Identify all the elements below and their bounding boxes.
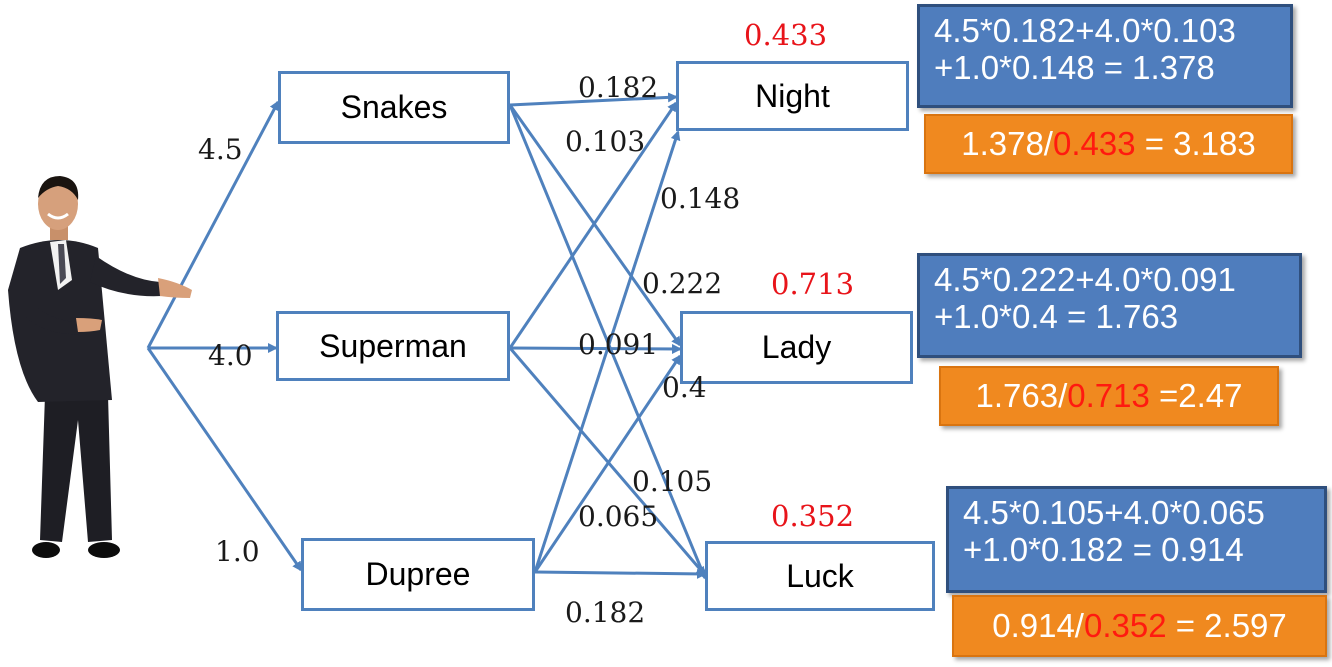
weight-label-superman: 4.0 [208,339,253,372]
edge-snakes-night [509,92,678,107]
node-snakes-label: Snakes [340,89,448,125]
ratio-lady-prefix: 1.763/ [975,377,1068,414]
node-luck: Luck [705,541,935,611]
score-night: 0.433 [744,18,828,52]
score-lady: 0.713 [771,267,855,301]
edge-superman-night [508,101,678,349]
presenter-person-icon [8,176,192,558]
weight-label-dupree: 1.0 [215,535,260,568]
calc-luck-line2: +1.0*0.182 = 0.914 [963,531,1244,568]
ratio-box-luck: 0.914/0.352 = 2.597 [952,595,1327,657]
ratio-lady-red: 0.713 [1067,377,1150,414]
calc-lady-line2: +1.0*0.4 = 1.763 [934,298,1179,335]
similarity-label-snakes-lady: 0.222 [642,267,723,300]
node-superman-label: Superman [319,327,467,364]
ratio-luck-prefix: 0.914/ [992,607,1084,644]
node-luck-label: Luck [786,557,854,594]
calc-box-luck: 4.5*0.105+4.0*0.065 +1.0*0.182 = 0.914 [946,486,1327,593]
calc-box-night: 4.5*0.182+4.0*0.103 +1.0*0.148 = 1.378 [917,4,1293,108]
node-dupree: Dupree [301,538,535,611]
weight-label-snakes: 4.5 [198,133,243,166]
ratio-luck-red: 0.352 [1083,607,1167,644]
similarity-label-snakes-luck: 0.105 [632,465,713,498]
edge-dupree-night [533,130,681,573]
ratio-luck-suffix: = 2.597 [1166,607,1287,644]
node-night-label: Night [755,77,830,114]
node-dupree-label: Dupree [365,556,471,592]
ratio-night-prefix: 1.378/ [961,125,1053,162]
similarity-label-superman-luck: 0.065 [578,500,659,533]
edge-dupree-lady [533,354,682,573]
node-snakes: Snakes [278,71,510,144]
node-superman: Superman [276,311,510,381]
similarity-label-dupree-lady: 0.4 [662,371,707,404]
ratio-box-night: 1.378/0.433 = 3.183 [924,114,1293,174]
edge-snakes-luck [508,104,707,580]
similarity-label-snakes-night: 0.182 [578,71,659,104]
edge-person-dupree [146,347,303,572]
edge-dupree-luck [534,568,707,579]
edge-superman-lady [509,343,682,354]
calc-box-lady: 4.5*0.222+4.0*0.091 +1.0*0.4 = 1.763 [917,253,1302,358]
node-night: Night [676,61,909,131]
ratio-night-suffix: = 3.183 [1135,125,1256,162]
node-lady-label: Lady [761,329,832,365]
ratio-night-red: 0.433 [1052,125,1136,162]
calc-night-line2: +1.0*0.148 = 1.378 [934,49,1215,86]
similarity-label-dupree-night: 0.148 [660,182,741,215]
node-lady: Lady [680,311,913,384]
calc-night-line1: 4.5*0.182+4.0*0.103 [934,12,1236,49]
calc-lady-line1: 4.5*0.222+4.0*0.091 [934,261,1236,298]
score-luck: 0.352 [771,499,855,533]
similarity-label-dupree-luck: 0.182 [565,596,646,629]
similarity-label-superman-night: 0.103 [565,125,646,158]
ratio-lady-suffix: =2.47 [1149,377,1243,414]
similarity-label-superman-lady: 0.091 [578,328,659,361]
ratio-box-lady: 1.763/0.713 =2.47 [939,366,1279,426]
edge-person-snakes [146,100,280,349]
calc-luck-line1: 4.5*0.105+4.0*0.065 [963,494,1265,531]
